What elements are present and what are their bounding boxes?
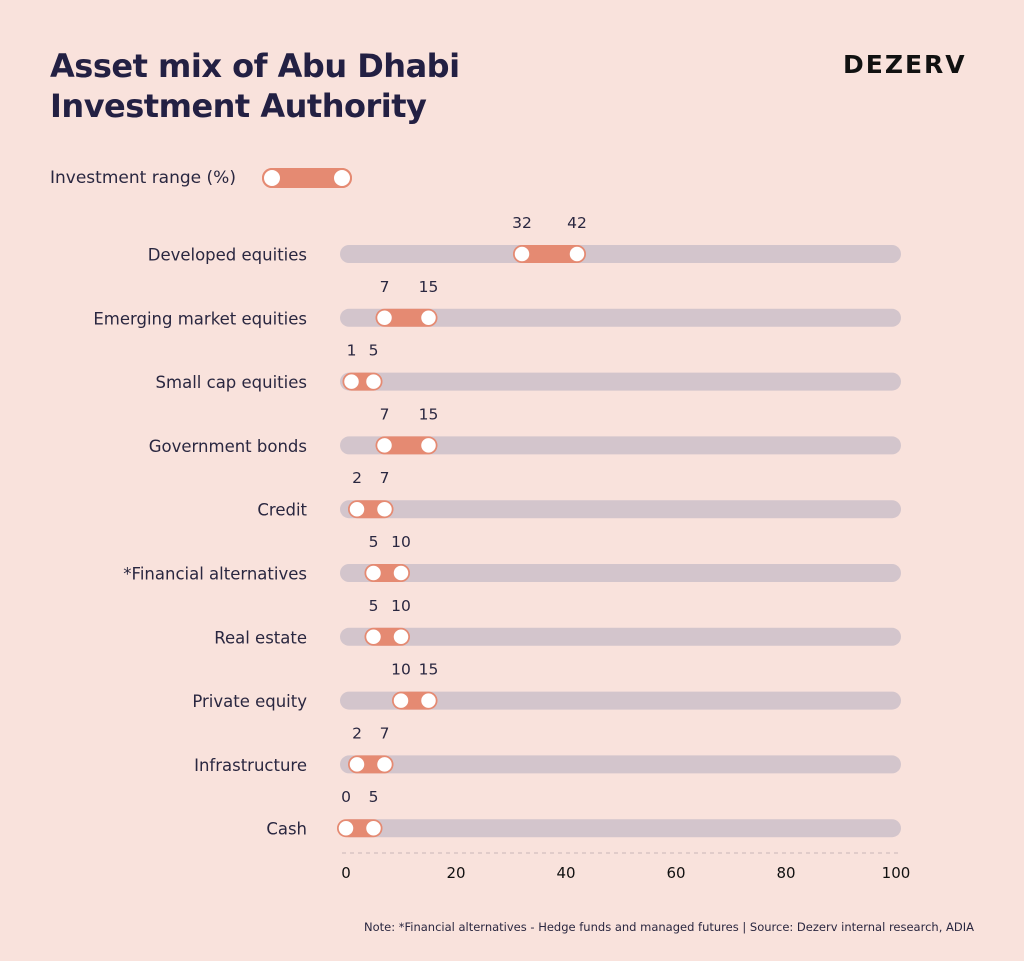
title-line-1: Asset mix of Abu Dhabi bbox=[50, 47, 460, 85]
range-min-knob bbox=[364, 628, 383, 646]
x-tick-label: 0 bbox=[341, 864, 351, 882]
range-max-label: 42 bbox=[567, 214, 587, 232]
range-max-knob bbox=[392, 564, 410, 582]
category-label: Government bonds bbox=[149, 437, 307, 456]
x-tick-label: 100 bbox=[882, 864, 911, 882]
range-max-label: 10 bbox=[391, 597, 411, 615]
range-min-knob bbox=[392, 691, 410, 710]
x-tick-label: 20 bbox=[446, 864, 465, 882]
range-min-knob bbox=[348, 500, 366, 518]
range-max-label: 15 bbox=[419, 405, 439, 423]
range-min-label: 5 bbox=[369, 533, 379, 551]
range-max-knob bbox=[364, 819, 383, 837]
x-tick-label: 80 bbox=[776, 864, 795, 882]
range-max-label: 7 bbox=[380, 469, 390, 487]
range-min-knob bbox=[342, 372, 361, 391]
range-max-label: 15 bbox=[419, 661, 439, 679]
range-max-knob bbox=[419, 691, 438, 710]
category-label: Developed equities bbox=[148, 246, 307, 265]
footnote: Note: *Financial alternatives - Hedge fu… bbox=[363, 920, 974, 934]
legend: Investment range (%) bbox=[50, 164, 352, 192]
legend-knob-left bbox=[261, 168, 282, 188]
legend-label: Investment range (%) bbox=[50, 168, 236, 188]
range-min-label: 1 bbox=[347, 342, 357, 360]
category-label: Infrastructure bbox=[194, 756, 307, 775]
range-max-knob bbox=[568, 245, 586, 263]
range-min-knob bbox=[375, 309, 394, 327]
category-label: Real estate bbox=[214, 628, 307, 647]
range-min-label: 7 bbox=[380, 278, 390, 296]
legend-range-swatch bbox=[261, 168, 352, 188]
category-label: Small cap equities bbox=[156, 373, 307, 392]
range-max-label: 15 bbox=[419, 278, 439, 296]
category-label: Private equity bbox=[192, 692, 307, 711]
range-max-knob bbox=[375, 500, 394, 518]
legend-knob-right bbox=[331, 168, 352, 188]
range-max-label: 7 bbox=[380, 724, 390, 742]
range-min-knob bbox=[348, 755, 366, 774]
range-min-knob bbox=[513, 245, 531, 263]
range-min-label: 2 bbox=[352, 724, 362, 742]
chart-title: Asset mix of Abu Dhabi Investment Author… bbox=[50, 46, 460, 126]
title-line-2: Investment Authority bbox=[50, 87, 427, 125]
range-min-label: 0 bbox=[341, 788, 351, 806]
x-tick-label: 40 bbox=[556, 864, 575, 882]
range-min-label: 10 bbox=[391, 661, 411, 679]
range-max-label: 10 bbox=[391, 533, 411, 551]
range-min-label: 32 bbox=[512, 214, 532, 232]
range-min-knob bbox=[375, 436, 394, 455]
range-min-label: 5 bbox=[369, 597, 379, 615]
range-max-label: 5 bbox=[369, 342, 379, 360]
category-label: Emerging market equities bbox=[93, 309, 307, 328]
range-min-knob bbox=[364, 564, 383, 582]
range-min-label: 2 bbox=[352, 469, 362, 487]
range-max-knob bbox=[364, 372, 383, 391]
range-max-knob bbox=[375, 755, 394, 774]
range-max-knob bbox=[419, 309, 438, 327]
range-max-label: 5 bbox=[369, 788, 379, 806]
range-max-knob bbox=[392, 628, 410, 646]
category-label: Credit bbox=[257, 501, 307, 520]
range-min-knob bbox=[337, 819, 355, 837]
x-tick-label: 60 bbox=[666, 864, 685, 882]
range-min-label: 7 bbox=[380, 405, 390, 423]
range-max-knob bbox=[419, 436, 438, 455]
brand-logo: DEZERV bbox=[843, 50, 967, 79]
category-label: *Financial alternatives bbox=[123, 565, 307, 584]
category-label: Cash bbox=[266, 820, 307, 839]
